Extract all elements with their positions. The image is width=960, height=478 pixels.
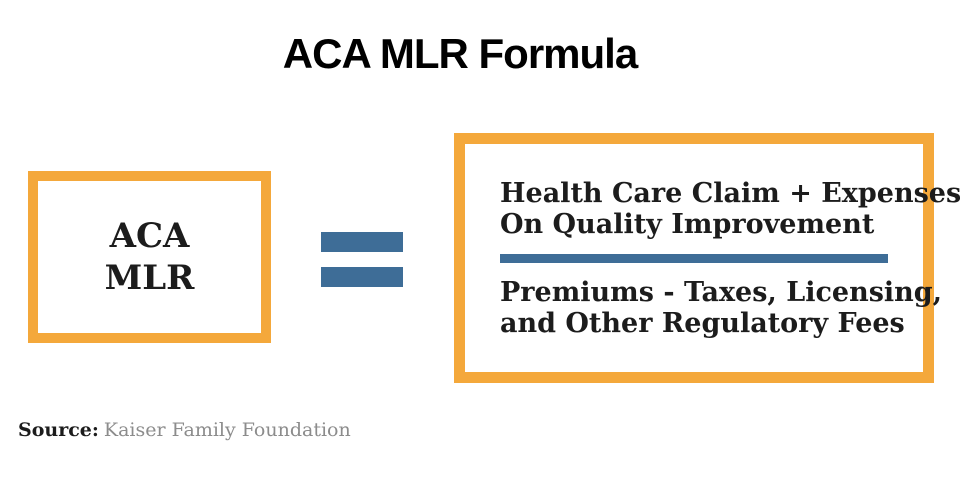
lhs-line-2: MLR <box>104 258 195 298</box>
fraction-divider-bar <box>500 253 888 263</box>
source-credit: Source: Kaiser Family Foundation <box>18 417 351 443</box>
denominator-line-2: and Other Regulatory Fees <box>500 307 905 339</box>
numerator-line-2: On Quality Improvement <box>500 208 875 240</box>
lhs-line-1: ACA <box>109 216 190 256</box>
source-text: Kaiser Family Foundation <box>103 419 351 441</box>
rhs-box: Health Care Claim + Expenses On Quality … <box>454 133 960 383</box>
page-title: ACA MLR Formula <box>282 30 638 77</box>
equals-bar-bottom <box>321 267 403 287</box>
denominator-line-1: Premiums - Taxes, Licensing, <box>500 276 943 308</box>
equals-icon <box>321 232 403 287</box>
equals-bar-top <box>321 232 403 252</box>
lhs-box: ACA MLR <box>28 171 271 343</box>
source-label: Source: <box>18 419 99 441</box>
numerator-line-1: Health Care Claim + Expenses <box>500 177 960 209</box>
